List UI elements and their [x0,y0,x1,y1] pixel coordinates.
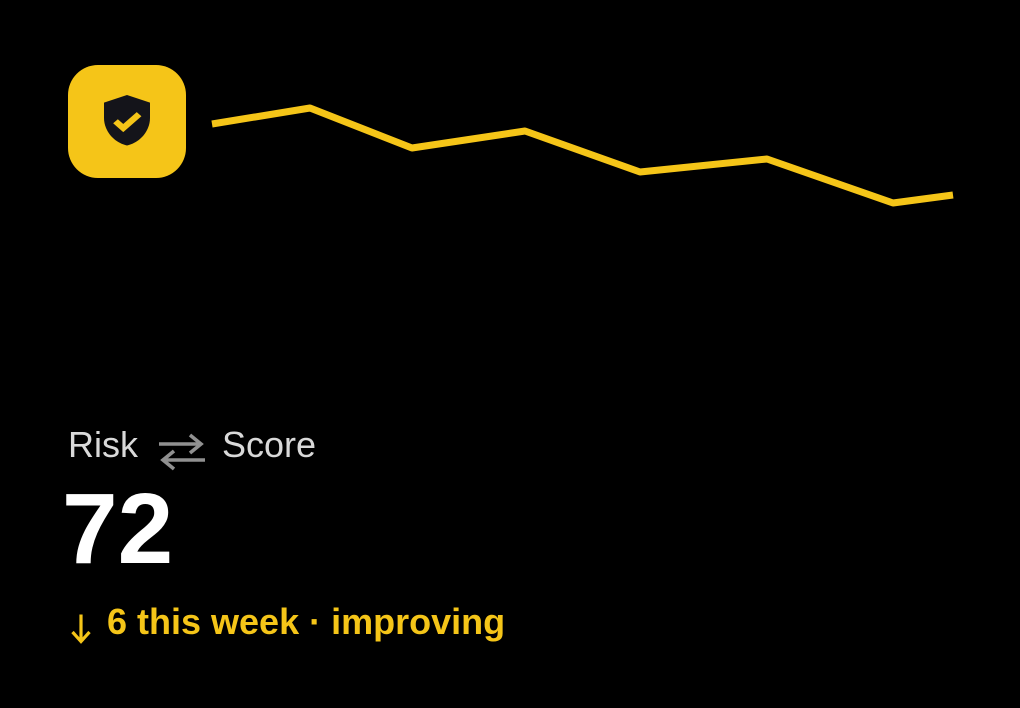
label-risk: Risk [68,424,138,465]
sparkline-path [211,104,954,207]
shield-check-icon [104,95,150,146]
delta-text: 6 this week · improving [107,601,506,642]
label-score: Score [222,424,317,465]
down-arrow-icon [71,614,91,644]
score-value: 72 [62,473,174,585]
swap-arrows-icon[interactable] [156,433,208,471]
delta-row: 6 this week · improving [70,604,505,644]
metric-label-row: Risk Score [68,427,316,471]
shield-badge [68,65,186,178]
